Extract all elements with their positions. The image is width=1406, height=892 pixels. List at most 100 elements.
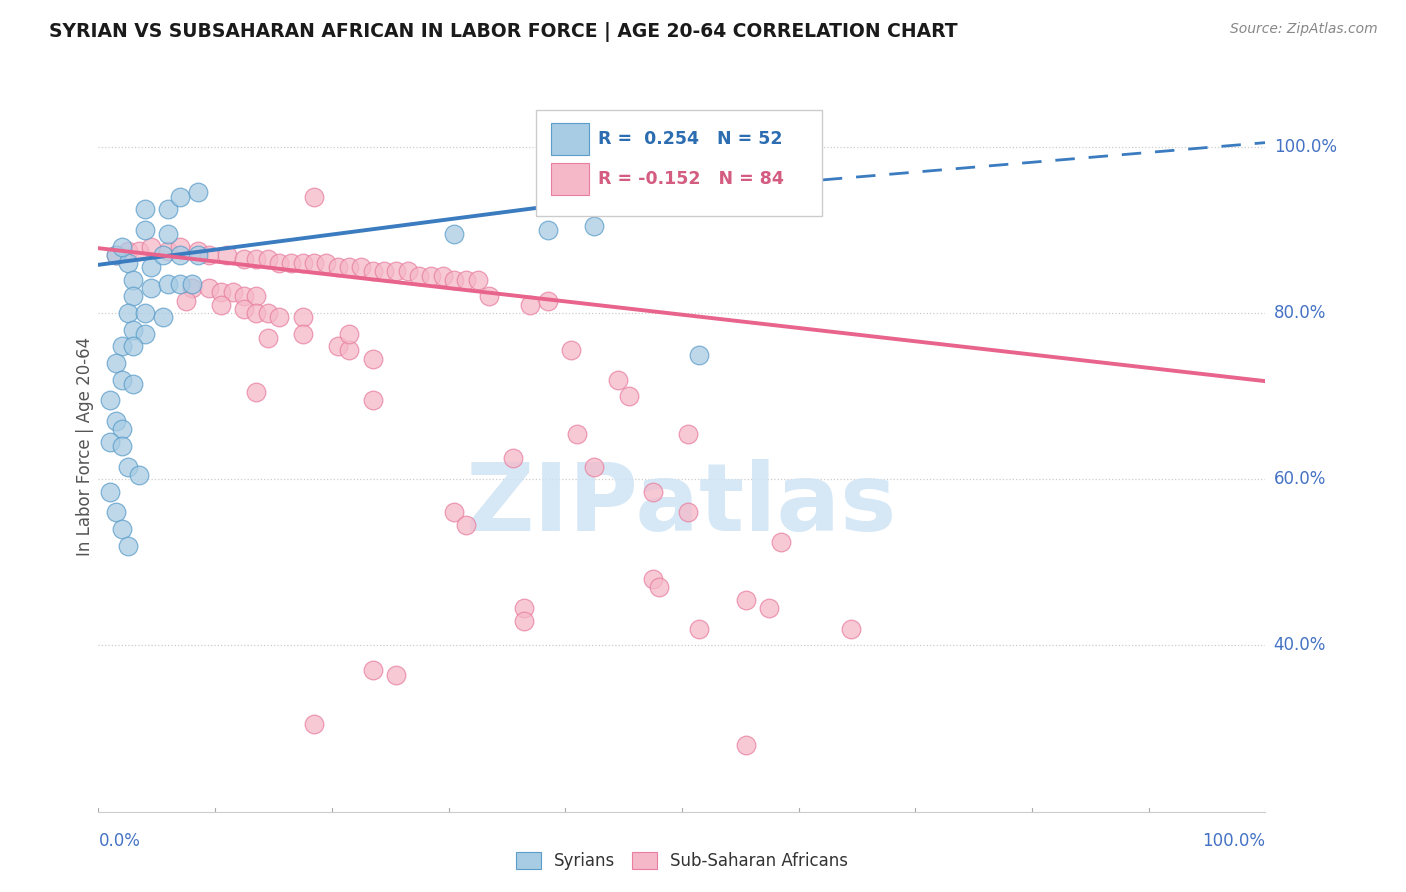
- Text: Source: ZipAtlas.com: Source: ZipAtlas.com: [1230, 22, 1378, 37]
- Point: [385, 264, 408, 278]
- Point: [104, 414, 127, 428]
- Point: [245, 306, 267, 320]
- Point: [169, 189, 191, 203]
- Point: [443, 273, 465, 287]
- Point: [537, 293, 560, 308]
- Point: [280, 256, 302, 270]
- Point: [256, 306, 278, 320]
- Point: [152, 248, 174, 262]
- Point: [128, 468, 150, 483]
- Point: [122, 289, 145, 303]
- Point: [134, 202, 156, 216]
- FancyBboxPatch shape: [551, 123, 589, 155]
- Point: [337, 260, 360, 275]
- Text: 80.0%: 80.0%: [1274, 304, 1326, 322]
- Point: [98, 484, 121, 499]
- Point: [122, 273, 145, 287]
- Point: [537, 223, 560, 237]
- Point: [221, 285, 243, 300]
- Point: [361, 351, 384, 366]
- Point: [256, 331, 278, 345]
- Point: [432, 268, 454, 283]
- Point: [396, 264, 419, 278]
- Point: [117, 306, 139, 320]
- Point: [198, 281, 221, 295]
- Point: [583, 459, 606, 474]
- Point: [443, 506, 465, 520]
- Point: [770, 534, 793, 549]
- Point: [245, 384, 267, 399]
- Point: [233, 252, 256, 266]
- Point: [478, 289, 501, 303]
- Point: [560, 343, 582, 358]
- Point: [291, 326, 314, 341]
- Point: [513, 601, 536, 615]
- Point: [134, 306, 156, 320]
- Point: [111, 522, 134, 536]
- Point: [157, 277, 180, 291]
- Point: [385, 667, 408, 681]
- Point: [233, 289, 256, 303]
- FancyBboxPatch shape: [551, 163, 589, 195]
- Point: [139, 239, 162, 253]
- Point: [245, 252, 267, 266]
- Point: [502, 451, 524, 466]
- Point: [361, 264, 384, 278]
- Point: [269, 256, 291, 270]
- Point: [641, 572, 664, 586]
- Point: [304, 717, 326, 731]
- Point: [187, 244, 209, 258]
- Point: [513, 614, 536, 628]
- Point: [688, 622, 710, 636]
- Point: [111, 372, 134, 386]
- Point: [619, 389, 641, 403]
- Point: [180, 281, 202, 295]
- Point: [169, 277, 191, 291]
- Point: [735, 592, 758, 607]
- Point: [361, 393, 384, 408]
- Point: [326, 339, 349, 353]
- Point: [134, 326, 156, 341]
- Point: [758, 601, 780, 615]
- Point: [122, 339, 145, 353]
- Point: [676, 506, 699, 520]
- Point: [117, 539, 139, 553]
- Text: 40.0%: 40.0%: [1274, 637, 1326, 655]
- Point: [269, 310, 291, 325]
- Point: [139, 281, 162, 295]
- Point: [291, 310, 314, 325]
- Point: [111, 422, 134, 436]
- Point: [152, 310, 174, 325]
- Point: [128, 244, 150, 258]
- Point: [209, 285, 232, 300]
- Point: [606, 372, 628, 386]
- Point: [111, 339, 134, 353]
- Point: [169, 248, 191, 262]
- Text: 60.0%: 60.0%: [1274, 470, 1326, 488]
- Point: [256, 252, 278, 266]
- Point: [519, 298, 541, 312]
- Point: [304, 256, 326, 270]
- Point: [454, 518, 477, 533]
- Point: [443, 227, 465, 241]
- Point: [104, 248, 127, 262]
- Point: [134, 223, 156, 237]
- Point: [104, 356, 127, 370]
- Point: [583, 219, 606, 233]
- Text: 0.0%: 0.0%: [98, 832, 141, 850]
- Text: 100.0%: 100.0%: [1274, 137, 1337, 156]
- Point: [117, 459, 139, 474]
- Point: [291, 256, 314, 270]
- Legend: Syrians, Sub-Saharan Africans: Syrians, Sub-Saharan Africans: [509, 845, 855, 877]
- FancyBboxPatch shape: [536, 110, 823, 216]
- Point: [174, 293, 197, 308]
- Point: [467, 273, 489, 287]
- Point: [326, 260, 349, 275]
- Point: [209, 298, 232, 312]
- Point: [304, 189, 326, 203]
- Point: [122, 376, 145, 391]
- Point: [98, 393, 121, 408]
- Point: [117, 244, 139, 258]
- Point: [315, 256, 337, 270]
- Point: [111, 439, 134, 453]
